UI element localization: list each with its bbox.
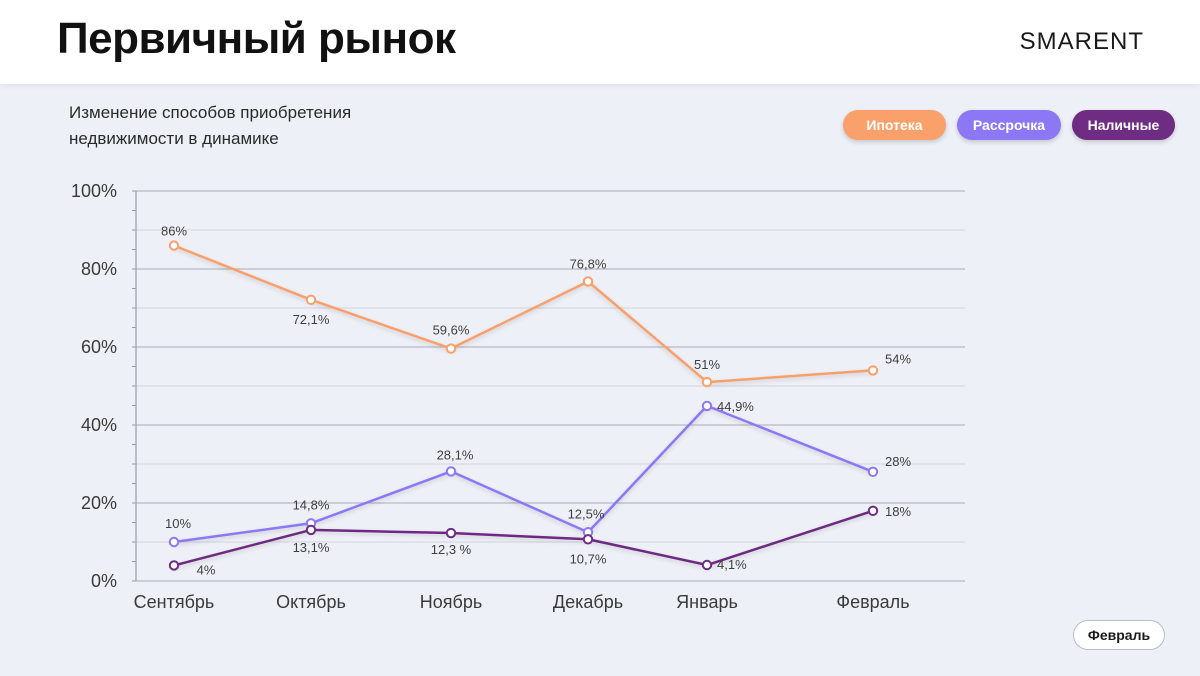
data-label: 13,1% — [293, 540, 330, 555]
data-point — [701, 559, 713, 571]
data-label: 18% — [885, 504, 911, 519]
data-label: 59,6% — [433, 323, 470, 338]
data-label: 72,1% — [293, 312, 330, 327]
data-label: 76,8% — [570, 256, 607, 271]
series-line — [173, 404, 874, 544]
chart-subtitle: Изменение способов приобретения недвижим… — [69, 103, 352, 148]
data-point — [305, 294, 317, 306]
x-tick-label: Январь — [676, 592, 738, 612]
series-line — [173, 244, 874, 384]
page-title: Первичный рынок — [57, 14, 456, 63]
data-point — [867, 365, 879, 376]
data-label: 14,8% — [293, 497, 330, 512]
data-point — [445, 527, 457, 539]
x-tick-label: Декабрь — [553, 592, 623, 612]
data-label: 4% — [197, 562, 216, 577]
data-label: 28% — [885, 454, 911, 469]
x-tick-label: Октябрь — [276, 592, 346, 612]
data-point — [168, 536, 180, 548]
data-point — [445, 466, 457, 477]
data-label: 12,5% — [568, 506, 605, 521]
legend-item-installment[interactable]: Рассрочка — [957, 110, 1061, 140]
data-point — [168, 560, 180, 571]
legend-item-mortgage[interactable]: Ипотека — [843, 110, 946, 140]
header-bar: Первичный рынок SMARENT — [0, 0, 1200, 84]
series-line — [173, 509, 874, 567]
data-point — [582, 276, 594, 287]
data-label: 10,7% — [570, 551, 607, 566]
data-point — [867, 466, 879, 477]
y-tick-label: 20% — [81, 493, 117, 513]
brand-logo: SMARENT — [1019, 28, 1144, 55]
data-point — [701, 376, 713, 388]
data-point — [582, 534, 594, 545]
data-label: 10% — [165, 516, 191, 531]
data-label: 44,9% — [717, 399, 754, 414]
y-tick-label: 0% — [91, 571, 117, 591]
x-tick-label: Сентябрь — [134, 592, 215, 612]
data-label: 54% — [885, 351, 911, 366]
data-point — [445, 343, 457, 354]
data-point — [305, 524, 317, 536]
data-label: 12,3 % — [431, 542, 472, 557]
month-select-button[interactable]: Февраль — [1073, 620, 1165, 650]
data-label: 86% — [161, 224, 187, 239]
y-tick-label: 40% — [81, 415, 117, 435]
data-label: 4,1% — [717, 557, 747, 572]
data-point — [867, 505, 879, 516]
data-point — [168, 240, 180, 251]
y-tick-label: 80% — [81, 259, 117, 279]
y-tick-label: 100% — [71, 181, 117, 201]
y-tick-label: 60% — [81, 337, 117, 357]
x-tick-label: Ноябрь — [420, 592, 482, 612]
legend-item-cash[interactable]: Наличные — [1072, 110, 1175, 140]
data-point — [701, 400, 713, 412]
data-label: 28,1% — [437, 447, 474, 462]
x-tick-label: Февраль — [836, 592, 909, 612]
data-label: 51% — [694, 357, 720, 372]
